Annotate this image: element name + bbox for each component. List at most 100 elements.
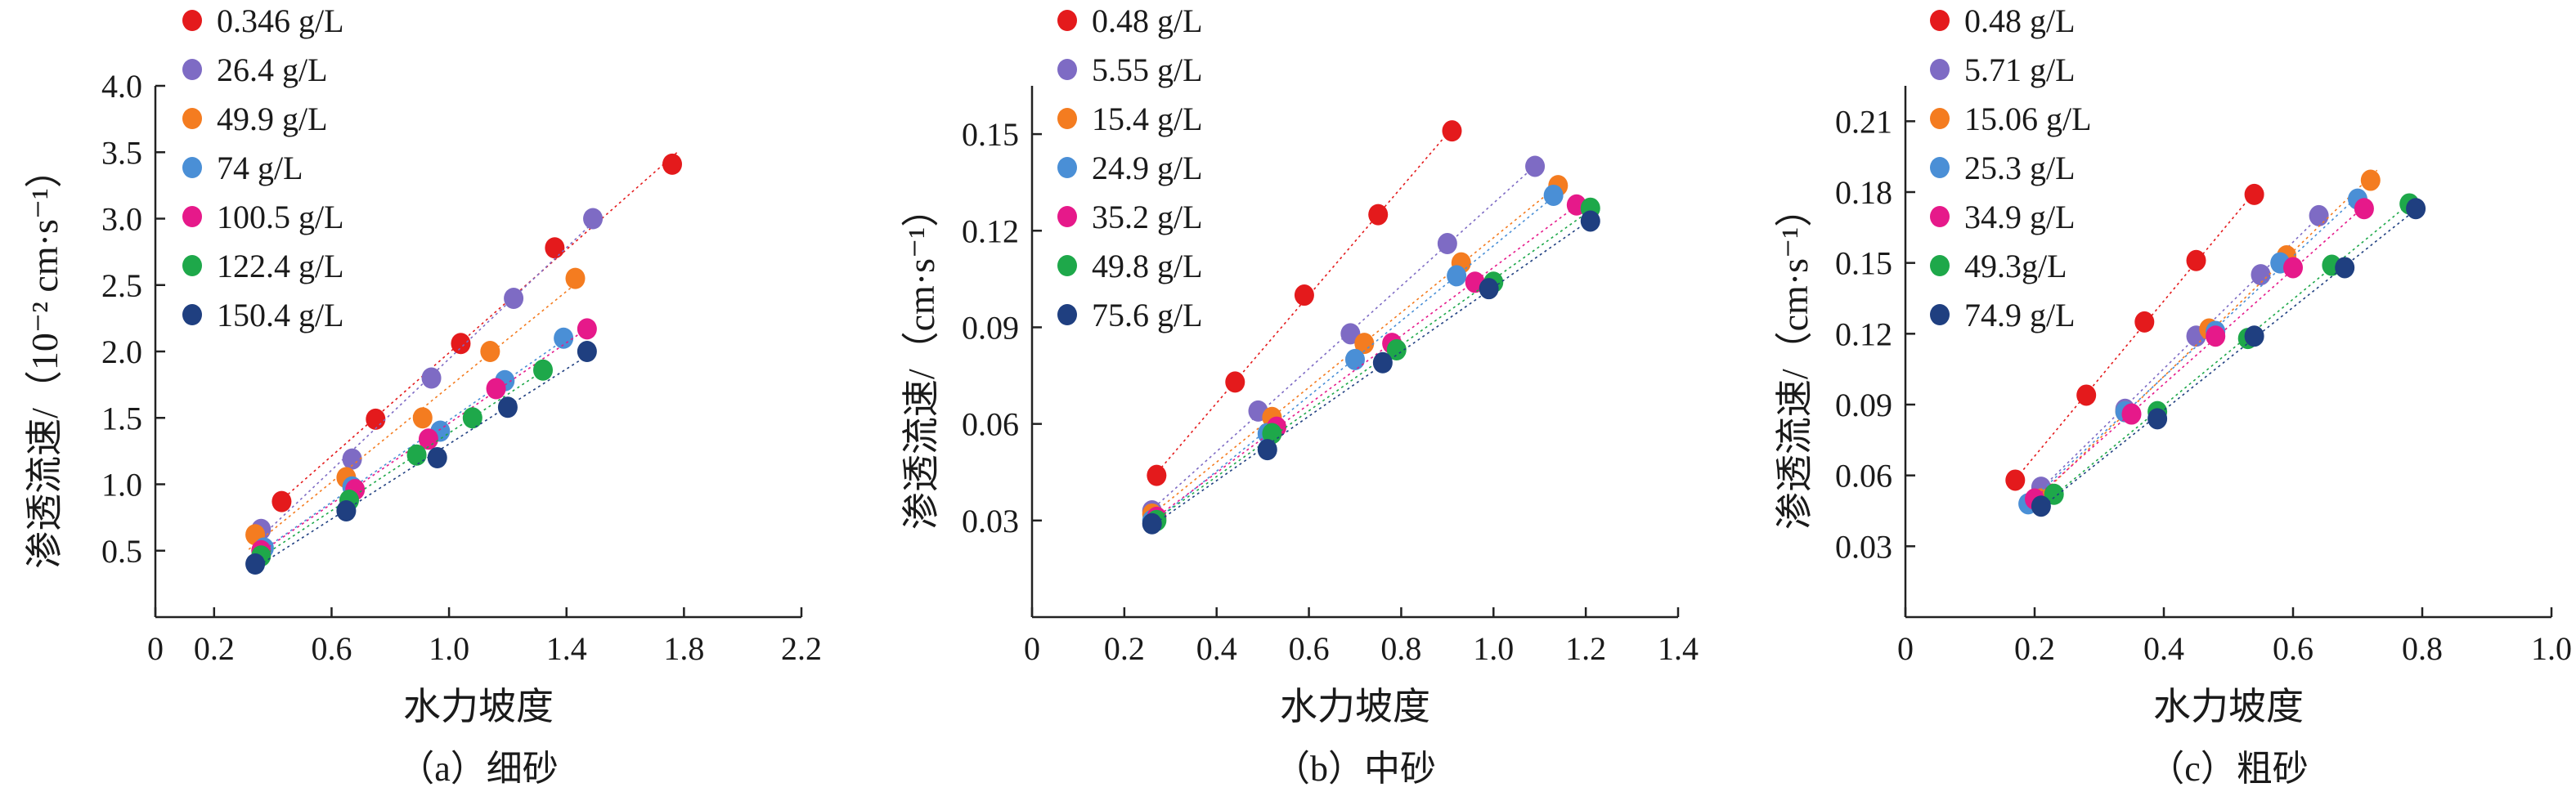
legend-marker [1930,206,1950,227]
y-tick-label: 0.15 [962,116,1019,153]
data-point [2206,325,2226,347]
x-tick-label: 1.0 [429,630,469,667]
data-point [2186,249,2206,271]
legend-label: 25.3 g/L [1964,150,2076,186]
data-point [2335,257,2355,279]
data-point [583,208,604,230]
y-tick-label: 2.0 [101,333,142,370]
fit-line [254,366,550,562]
legend-label: 122.4 g/L [217,248,344,284]
data-point [412,407,433,429]
legend-label: 49.3g/L [1964,248,2067,284]
y-axis-title: 渗透流速/（cm·s⁻¹） [1774,190,1815,530]
data-point [577,341,597,362]
legend-marker [1057,10,1077,31]
data-point [554,327,574,349]
data-point [486,378,506,400]
data-point [2147,408,2168,430]
legend-marker [182,206,202,227]
legend-label: 34.9 g/L [1964,199,2076,235]
legend-marker [1057,59,1077,80]
data-point [1225,371,1245,393]
legend-label: 49.9 g/L [217,101,328,137]
legend-item: 75.6 g/L [1057,297,1203,333]
legend-marker [182,157,202,178]
series-1 [1147,120,1462,486]
series-5 [1147,194,1586,528]
data-point [2244,183,2264,205]
data-point [2360,169,2381,191]
legend-marker [1930,59,1950,80]
x-tick-label: 1.4 [546,630,587,667]
x-tick-label: 0.4 [1196,630,1237,667]
legend-item: 49.8 g/L [1057,248,1203,284]
legend-item: 15.06 g/L [1930,101,2092,137]
data-point [2244,325,2264,347]
series-1 [2005,183,2264,491]
legend-label: 15.06 g/L [1964,101,2092,137]
y-tick-label: 3.0 [101,201,142,238]
series-3 [2031,169,2381,510]
y-tick-label: 0.12 [962,213,1019,249]
series-4 [1142,184,1564,531]
fit-line [257,335,571,555]
series-2 [1142,155,1546,521]
legend-label: 0.346 g/L [217,2,344,39]
data-point [1257,439,1277,461]
legend-label: 5.71 g/L [1964,51,2076,88]
legend-item: 0.48 g/L [1057,2,1203,39]
legend-item: 150.4 g/L [182,297,344,333]
fit-line [254,216,600,544]
data-point [2283,257,2303,279]
legend-item: 74.9 g/L [1930,297,2076,333]
y-tick-label: 1.5 [101,400,142,436]
data-point [418,428,438,450]
x-tick-label: 0.8 [1380,630,1421,667]
data-point [1142,512,1162,535]
chart-panel-c: 0 0.2 0.4 0.6 0.8 1.0 0.03 0.06 0.09 0.12 0.15 0.18… [1774,2,2572,789]
data-point [2134,311,2155,333]
y-tick-label: 0.21 [1835,103,1892,140]
legend-label: 49.8 g/L [1092,248,1203,284]
data-point [366,408,386,430]
x-tick-label: 0.6 [1289,630,1330,667]
data-point [2031,495,2051,517]
legend-label: 0.48 g/L [1964,2,2076,39]
data-point [2005,469,2026,491]
data-point [342,448,362,470]
legend-marker [1057,255,1077,276]
legend-marker [1930,304,1950,325]
series-7 [245,341,597,575]
data-point [1386,339,1407,361]
series-5 [2025,198,2374,510]
data-point [565,267,586,289]
legend-label: 74.9 g/L [1964,297,2076,333]
x-tick-label: 0.6 [311,630,352,667]
legend-marker [1930,108,1950,129]
legend-marker [1057,304,1077,325]
legend-marker [1930,255,1950,276]
panel-caption: （a）细砂 [398,749,559,789]
legend-marker [182,304,202,325]
y-tick-label: 0.03 [1835,528,1892,565]
data-point [497,396,518,418]
chart-panel-a: 0 0.2 0.6 1.0 1.4 1.8 2.2 0.5 1.0 1.5 2.0 2.5 3.0 3.5… [24,2,822,789]
data-point [533,359,553,381]
legend-item: 35.2 g/L [1057,199,1203,235]
legend-label: 35.2 g/L [1092,199,1203,235]
legend-item: 0.48 g/L [1930,2,2076,39]
legend-label: 5.55 g/L [1092,51,1203,88]
y-tick-label: 0.09 [962,309,1019,346]
panel-caption: （b）中砂 [1274,749,1436,789]
x-tick-label: 0.2 [1104,630,1145,667]
data-point [1345,348,1365,370]
legend-label: 100.5 g/L [217,199,344,235]
data-point [451,333,471,355]
series-6 [2044,193,2420,505]
legend-label: 26.4 g/L [217,51,328,88]
y-tick-label: 3.5 [101,134,142,171]
y-tick-label: 0.03 [962,503,1019,539]
fit-line [2034,169,2378,502]
y-tick-label: 0.06 [1835,458,1892,494]
